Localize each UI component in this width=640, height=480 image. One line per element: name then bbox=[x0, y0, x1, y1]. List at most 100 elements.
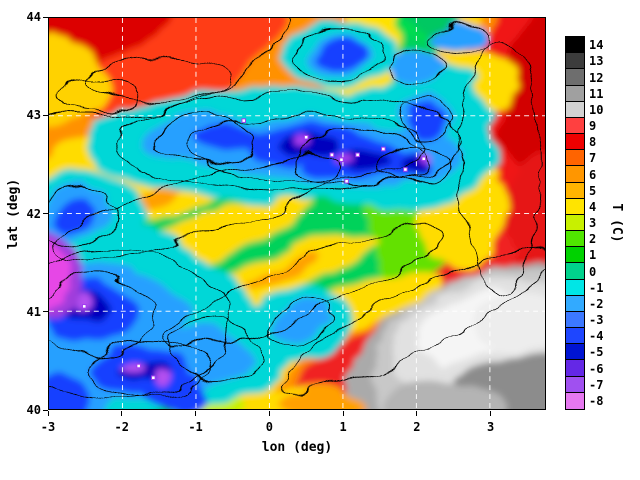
colorbar-cell bbox=[566, 280, 584, 296]
colorbar-tick-label: 3 bbox=[589, 216, 597, 230]
colorbar-cell bbox=[566, 53, 584, 69]
colorbar-cell bbox=[566, 150, 584, 166]
colorbar-tick-label: 0 bbox=[589, 264, 597, 279]
contour-line bbox=[49, 277, 157, 355]
colorbar-cell bbox=[566, 344, 584, 360]
y-tick-label: 44 bbox=[26, 10, 41, 24]
contour-line bbox=[169, 320, 260, 381]
colorbar-tick-label: 4 bbox=[589, 200, 597, 214]
colorbar-tick-label: -6 bbox=[589, 361, 604, 376]
contour-line bbox=[60, 77, 141, 115]
y-tick-mark bbox=[43, 114, 48, 116]
colorbar-tick-label: -3 bbox=[589, 313, 604, 327]
contour-line bbox=[155, 115, 252, 165]
y-tick-label: 43 bbox=[26, 108, 41, 123]
x-tick-label: -2 bbox=[114, 420, 129, 434]
colorbar-tick-label: 6 bbox=[589, 167, 597, 182]
y-tick-mark bbox=[43, 16, 48, 18]
cold-spot bbox=[381, 146, 386, 152]
colorbar-cell bbox=[566, 166, 584, 183]
cold-spot bbox=[136, 363, 141, 369]
cold-spot-markers bbox=[81, 118, 427, 381]
colorbar-tick-label: 11 bbox=[589, 87, 604, 101]
cold-spot bbox=[421, 156, 427, 162]
colorbar-tick-label: -7 bbox=[589, 378, 604, 392]
contour-line bbox=[462, 34, 540, 295]
contour-line bbox=[49, 18, 289, 118]
field-blob bbox=[500, 18, 545, 201]
field-blob bbox=[165, 327, 249, 384]
contour-line bbox=[296, 27, 382, 77]
colorbar-tick-label: 14 bbox=[589, 38, 604, 52]
colorbar-tick-label: -1 bbox=[589, 281, 604, 295]
cold-spot bbox=[241, 118, 247, 123]
colorbar-cell bbox=[566, 199, 584, 215]
y-tick-label: 40 bbox=[26, 403, 41, 417]
colorbar-cell bbox=[566, 247, 584, 263]
x-tick-mark bbox=[342, 411, 344, 416]
colorbar-tick-label: 5 bbox=[589, 184, 597, 198]
x-tick-mark bbox=[490, 411, 492, 416]
contour-line bbox=[272, 302, 333, 344]
field-blob bbox=[317, 38, 366, 65]
x-tick-label: -1 bbox=[188, 420, 203, 434]
field-blob bbox=[382, 379, 502, 409]
y-tick-label: 42 bbox=[26, 206, 41, 221]
cold-spot bbox=[303, 134, 309, 140]
map-plot-area bbox=[48, 17, 546, 410]
field-blob bbox=[407, 107, 448, 140]
colorbar-cell bbox=[566, 231, 584, 247]
colorbar-tick-label: 1 bbox=[589, 248, 597, 262]
colorbar-cell bbox=[566, 263, 584, 280]
cold-spot bbox=[344, 178, 349, 184]
x-tick-mark bbox=[268, 411, 270, 416]
colorbar-cell bbox=[566, 134, 584, 150]
colorbar-cell bbox=[566, 86, 584, 102]
colorbar bbox=[565, 36, 585, 410]
colorbar-tick-label: 7 bbox=[589, 151, 597, 165]
colorbar-cell bbox=[566, 296, 584, 312]
y-tick-mark bbox=[43, 213, 48, 214]
colorbar-tick-label: -2 bbox=[589, 297, 604, 311]
x-tick-mark bbox=[47, 411, 49, 416]
colorbar-cell bbox=[566, 118, 584, 134]
x-tick-label: 3 bbox=[487, 420, 495, 434]
contour-line bbox=[282, 247, 545, 395]
colorbar-cell bbox=[566, 377, 584, 393]
cold-spot bbox=[81, 304, 87, 309]
colorbar-cell bbox=[566, 328, 584, 344]
contour-line bbox=[49, 250, 231, 401]
cold-spot bbox=[329, 152, 335, 158]
x-tick-mark bbox=[195, 411, 197, 416]
colorbar-tick-label: -8 bbox=[589, 394, 604, 408]
colorbar-tick-label: 9 bbox=[589, 119, 597, 133]
contour-line bbox=[386, 50, 447, 84]
field-blob bbox=[470, 291, 545, 351]
contour-line bbox=[401, 100, 454, 141]
field-blob bbox=[244, 254, 324, 287]
colorbar-tick-label: 13 bbox=[589, 54, 604, 68]
x-tick-label: 2 bbox=[413, 420, 421, 434]
field-blob bbox=[195, 124, 256, 151]
field-blob bbox=[49, 375, 88, 409]
colorbar-cell bbox=[566, 37, 584, 53]
contour-line bbox=[374, 146, 452, 183]
colorbar-cell bbox=[566, 215, 584, 231]
field-blob bbox=[432, 21, 489, 50]
colorbar-tick-label: 10 bbox=[589, 103, 604, 117]
contour-line bbox=[89, 61, 230, 102]
field-blob bbox=[49, 240, 72, 308]
contour-line bbox=[186, 114, 427, 180]
colorbar-tick-label: 2 bbox=[589, 232, 597, 246]
temperature-heatmap bbox=[49, 18, 545, 409]
x-tick-label: 0 bbox=[265, 420, 273, 434]
cold-spot bbox=[403, 167, 408, 172]
x-tick-label: -3 bbox=[40, 420, 56, 434]
y-tick-label: 41 bbox=[26, 304, 41, 319]
colorbar-cell bbox=[566, 183, 584, 199]
colorbar-cell bbox=[566, 393, 584, 409]
colorbar-cell bbox=[566, 69, 584, 86]
colorbar-tick-label: -4 bbox=[589, 329, 604, 343]
colorbar-tick-label: 12 bbox=[589, 70, 604, 85]
field-blob bbox=[274, 303, 331, 339]
